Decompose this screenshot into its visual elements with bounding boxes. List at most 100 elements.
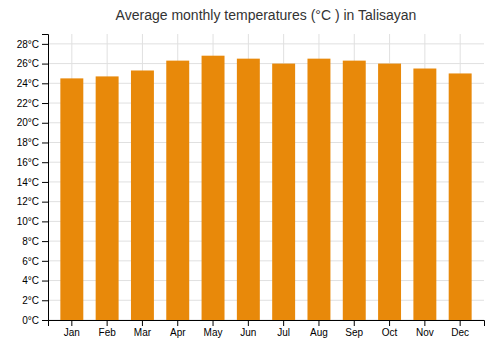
y-tick-label: 4°C xyxy=(22,275,39,286)
x-tick-label: Mar xyxy=(134,327,152,338)
y-tick-label: 28°C xyxy=(17,39,39,50)
x-tick-label: Jan xyxy=(64,327,80,338)
bar xyxy=(307,59,330,320)
y-grid-line xyxy=(48,43,484,44)
y-tick: 10°C xyxy=(17,216,48,227)
y-axis: 0°C 2°C 4°C 6°C 8°C 10°C 12°C 14°C 16°C 18°C 20°C 2… xyxy=(17,35,49,326)
x-tick-mark xyxy=(460,320,461,326)
y-tick: 6°C xyxy=(22,256,48,267)
y-tick-mark xyxy=(42,83,48,84)
y-axis-line xyxy=(42,35,49,321)
bar xyxy=(237,59,260,320)
y-tick-label: 24°C xyxy=(17,78,39,89)
x-tick-label: Nov xyxy=(416,327,434,338)
plot: 0°C 2°C 4°C 6°C 8°C 10°C 12°C 14°C 16°C 18°C 20°C 2… xyxy=(17,34,485,338)
x-tick: Mar xyxy=(134,320,152,338)
y-tick-label: 26°C xyxy=(17,58,39,69)
x-tick-mark xyxy=(389,320,390,326)
y-tick-mark xyxy=(42,182,48,183)
x-tick-label: May xyxy=(204,327,223,338)
y-tick-mark xyxy=(42,281,48,282)
bar xyxy=(60,78,83,320)
y-tick-mark xyxy=(42,221,48,222)
x-tick: May xyxy=(204,320,223,338)
y-tick-label: 14°C xyxy=(17,177,39,188)
x-tick-label: Apr xyxy=(170,327,186,338)
y-tick-mark xyxy=(42,320,48,321)
x-tick-mark xyxy=(213,320,214,326)
x-tick: Apr xyxy=(170,320,186,338)
bar xyxy=(131,70,154,320)
y-tick: 22°C xyxy=(17,98,48,109)
x-tick-mark xyxy=(107,320,108,326)
bars xyxy=(60,56,471,320)
y-tick-label: 18°C xyxy=(17,137,39,148)
y-tick-mark xyxy=(42,123,48,124)
bar xyxy=(449,73,472,320)
x-tick-mark xyxy=(248,320,249,326)
y-tick: 20°C xyxy=(17,117,48,128)
y-tick-mark xyxy=(42,300,48,301)
y-tick-mark xyxy=(42,261,48,262)
x-axis-line xyxy=(49,321,485,327)
y-tick-mark xyxy=(42,142,48,143)
x-tick-label: Jul xyxy=(277,327,290,338)
y-tick-label: 2°C xyxy=(22,295,39,306)
x-tick-label: Jun xyxy=(240,327,256,338)
x-tick: Oct xyxy=(382,320,398,338)
x-tick: Jan xyxy=(64,320,80,338)
x-tick-label: Oct xyxy=(382,327,398,338)
y-tick-label: 20°C xyxy=(17,117,39,128)
x-axis: Jan Feb Mar Apr May Jun Jul Aug Sep Oct Nov Dec xyxy=(49,320,485,338)
bar xyxy=(202,56,225,320)
y-tick-mark xyxy=(42,64,48,65)
bar xyxy=(378,64,401,320)
y-tick-mark xyxy=(42,202,48,203)
x-tick-mark xyxy=(71,320,72,326)
y-tick-mark xyxy=(42,44,48,45)
bar xyxy=(343,61,366,320)
x-tick: Sep xyxy=(345,320,363,338)
y-tick-mark xyxy=(42,103,48,104)
y-tick: 0°C xyxy=(22,315,48,326)
bar xyxy=(96,76,119,320)
y-tick: 26°C xyxy=(17,58,48,69)
bar xyxy=(166,61,189,320)
y-tick: 28°C xyxy=(17,39,48,50)
y-tick-mark xyxy=(42,162,48,163)
y-tick-label: 0°C xyxy=(22,315,39,326)
y-grid-line xyxy=(48,63,484,64)
x-tick: Nov xyxy=(416,320,434,338)
y-tick-label: 10°C xyxy=(17,216,39,227)
x-tick: Aug xyxy=(310,320,328,338)
y-tick: 4°C xyxy=(22,275,48,286)
x-tick-mark xyxy=(177,320,178,326)
y-tick: 12°C xyxy=(17,196,48,207)
y-tick: 18°C xyxy=(17,137,48,148)
y-tick-label: 6°C xyxy=(22,256,39,267)
x-tick: Feb xyxy=(99,320,117,338)
y-tick: 24°C xyxy=(17,78,48,89)
y-tick: 16°C xyxy=(17,157,48,168)
x-tick-label: Sep xyxy=(345,327,363,338)
y-tick-label: 16°C xyxy=(17,157,39,168)
title: Average monthly temperatures (°C ) in Ta… xyxy=(116,7,417,23)
x-tick-mark xyxy=(283,320,284,326)
grid xyxy=(48,34,484,320)
x-tick-label: Feb xyxy=(99,327,117,338)
x-tick-mark xyxy=(354,320,355,326)
x-tick: Jun xyxy=(240,320,256,338)
x-tick-mark xyxy=(142,320,143,326)
y-tick-mark xyxy=(42,241,48,242)
x-tick-mark xyxy=(424,320,425,326)
y-tick-label: 22°C xyxy=(17,98,39,109)
y-tick-label: 12°C xyxy=(17,196,39,207)
y-tick: 2°C xyxy=(22,295,48,306)
bar xyxy=(272,64,295,320)
y-tick: 8°C xyxy=(22,236,48,247)
x-tick: Jul xyxy=(277,320,290,338)
y-tick: 14°C xyxy=(17,177,48,188)
x-tick-label: Dec xyxy=(451,327,469,338)
x-tick-label: Aug xyxy=(310,327,328,338)
bar xyxy=(413,69,436,320)
